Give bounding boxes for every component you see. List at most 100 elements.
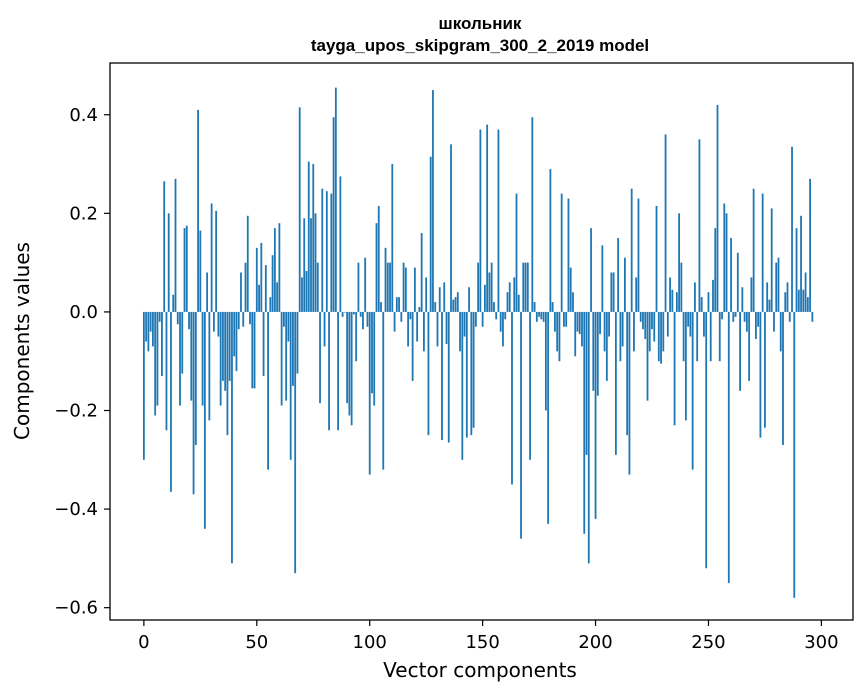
bar-272: [757, 311, 760, 327]
bar-152: [486, 124, 489, 312]
bar-59: [276, 282, 279, 312]
bar-96: [359, 311, 362, 317]
bar-217: [633, 311, 635, 352]
bar-131: [438, 287, 441, 312]
bar-220: [639, 311, 642, 322]
bar-244: [694, 282, 696, 312]
bar-0: [142, 311, 145, 460]
bar-264: [739, 311, 741, 391]
bar-289: [795, 228, 798, 312]
bar-52: [260, 242, 263, 312]
bar-142: [463, 311, 466, 337]
bar-206: [608, 311, 610, 337]
bar-173: [533, 302, 536, 312]
bar-40: [233, 311, 236, 357]
bar-126: [427, 311, 430, 436]
bar-295: [809, 178, 811, 312]
bar-221: [642, 311, 644, 330]
bar-110: [391, 164, 394, 312]
bar-274: [761, 193, 764, 312]
bar-108: [386, 262, 389, 312]
bar-24: [197, 109, 199, 312]
bar-1: [145, 311, 148, 342]
bars: [142, 87, 814, 598]
bar-283: [782, 311, 784, 446]
bar-99: [366, 311, 369, 327]
bar-89: [343, 311, 346, 313]
bar-282: [779, 311, 782, 352]
bar-74: [310, 218, 312, 312]
bar-190: [572, 292, 574, 312]
bar-93: [353, 311, 355, 315]
bar-145: [470, 311, 473, 436]
bar-6: [156, 311, 159, 406]
bar-54: [264, 265, 267, 312]
y-tick-label: 0.0: [69, 302, 98, 323]
bar-91: [348, 311, 351, 416]
bar-286: [788, 311, 791, 322]
bar-122: [418, 307, 421, 312]
bar-285: [786, 282, 789, 312]
bar-57: [271, 255, 274, 312]
bar-3: [149, 311, 152, 332]
bar-163: [511, 311, 513, 485]
bar-147: [474, 311, 477, 327]
bar-254: [716, 104, 719, 312]
bar-64: [287, 311, 290, 342]
bar-290: [797, 289, 800, 312]
y-tick-label: −0.6: [54, 598, 98, 619]
bar-257: [723, 203, 726, 312]
bar-258: [725, 213, 728, 312]
bar-146: [472, 311, 475, 428]
bar-281: [777, 257, 780, 312]
bar-65: [289, 311, 292, 460]
bar-2: [147, 311, 150, 352]
bar-63: [285, 311, 288, 401]
x-tick-label: 200: [578, 632, 612, 653]
bar-177: [542, 311, 545, 322]
bar-187: [565, 311, 568, 327]
bar-224: [648, 311, 651, 352]
bar-83: [330, 193, 333, 312]
bar-280: [775, 262, 778, 312]
bar-200: [594, 311, 597, 519]
bar-87: [339, 176, 342, 312]
bar-133: [443, 282, 446, 312]
bar-266: [743, 311, 746, 322]
bar-208: [612, 272, 615, 312]
bar-105: [380, 302, 382, 312]
bar-22: [192, 311, 195, 495]
bar-31: [212, 311, 215, 332]
bar-167: [520, 311, 522, 539]
bar-175: [538, 311, 540, 317]
bar-12: [170, 311, 172, 492]
bar-55: [267, 311, 269, 470]
bar-265: [741, 287, 744, 312]
bar-138: [454, 297, 457, 312]
bar-38: [228, 311, 231, 381]
bar-199: [592, 311, 595, 391]
bar-201: [596, 311, 599, 396]
bar-160: [504, 311, 507, 320]
bar-205: [605, 311, 608, 381]
bar-104: [377, 205, 380, 312]
bar-227: [655, 205, 658, 312]
bar-154: [490, 262, 493, 312]
x-tick-label: 0: [138, 632, 149, 653]
bar-121: [416, 311, 419, 342]
bar-216: [630, 188, 633, 312]
bar-176: [540, 311, 543, 320]
bar-214: [626, 311, 629, 436]
bar-7: [158, 311, 161, 322]
bar-35: [222, 311, 224, 381]
bar-26: [201, 311, 204, 406]
bar-30: [210, 203, 213, 312]
bar-75: [312, 164, 315, 312]
bar-192: [576, 311, 579, 332]
bar-103: [375, 223, 378, 312]
bar-94: [355, 311, 358, 362]
bar-213: [624, 257, 626, 312]
bar-236: [675, 292, 678, 312]
bar-5: [154, 311, 157, 416]
bar-101: [371, 311, 373, 394]
